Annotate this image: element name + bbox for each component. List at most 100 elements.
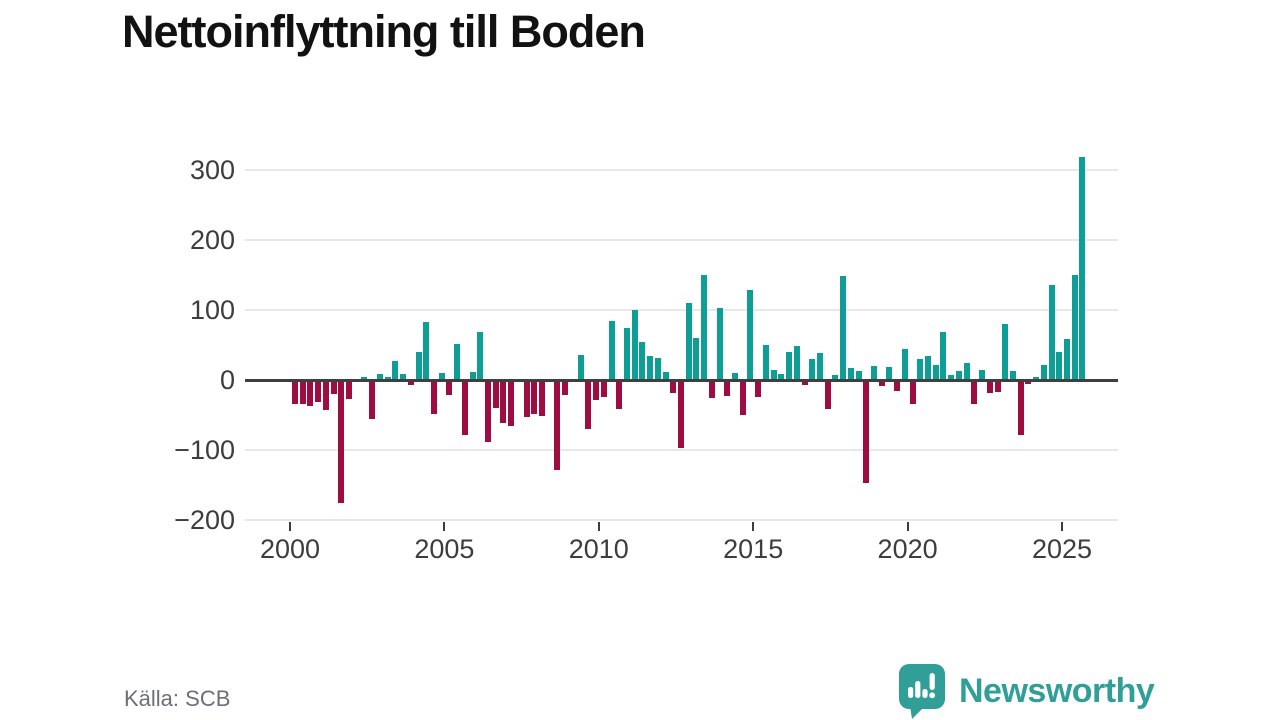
bar [747,290,754,380]
bar [732,373,739,380]
bar [585,380,592,429]
bar [539,380,546,416]
page-title: Nettoinflyttning till Boden [122,6,646,57]
bar [685,303,692,380]
logo-speech-bubble-icon [899,664,945,719]
x-tick-label-2015: 2015 [723,534,784,564]
bar [315,380,322,403]
grid-line--200 [245,519,1118,521]
bar [500,380,507,423]
bar [994,380,1001,392]
x-tick-2000 [289,522,291,531]
bar [963,363,970,380]
x-tick-label-2010: 2010 [568,534,629,564]
bar [392,361,399,380]
bar [376,374,383,380]
bar [662,371,669,380]
plot-area: 2000 2005 2010 2015 2020 2025 [245,140,1118,570]
bar [299,380,306,404]
bar [917,359,924,380]
bar [1009,370,1016,380]
bar [824,380,831,409]
bar [346,380,353,399]
bar [762,345,769,380]
x-tick-label-2000: 2000 [259,534,321,564]
grid-line-100 [245,309,1118,311]
grid-line-300 [245,169,1118,171]
bar [670,380,677,394]
bar [623,327,630,380]
bar [878,380,885,387]
bar [678,380,684,448]
bar [739,380,746,415]
bar [469,372,476,380]
bar [523,380,530,418]
bar [1056,352,1063,380]
bar [492,380,499,408]
bar [1064,339,1070,380]
bar [639,341,646,380]
bar [886,367,893,380]
bar [724,380,731,397]
x-tick-label-2005: 2005 [414,534,475,564]
bar [454,343,461,380]
bar [940,332,947,380]
y-tick-label--200: −200 [174,505,235,535]
bar [701,275,708,380]
bar [1048,284,1055,380]
bar [593,380,600,400]
bar [786,352,793,380]
bar [485,380,491,442]
bar [446,380,453,396]
bar [770,370,777,380]
bar [863,380,870,483]
bar [477,331,484,380]
bar [508,380,515,426]
bar [1040,365,1047,380]
bar [894,380,901,391]
bar [955,370,962,380]
bar [816,353,823,380]
grid-line--100 [245,449,1118,451]
bar [986,380,993,393]
bar [600,380,607,397]
y-tick-label--100: −100 [174,435,235,465]
x-tick-label-2020: 2020 [877,534,938,564]
bar [1025,380,1032,385]
bar [832,375,839,380]
bar [554,380,561,471]
bar [430,380,437,414]
bar [415,352,422,380]
y-tick-label-300: 300 [189,155,235,185]
bar [307,380,314,406]
bar [716,307,723,380]
bar [932,364,939,380]
bar [971,380,978,404]
bar [778,373,785,380]
bar [871,366,877,380]
bar [909,380,916,404]
y-tick-label-200: 200 [189,225,235,255]
x-tick-2010 [597,522,600,531]
bar [801,380,808,385]
zero-axis-line [245,378,1118,382]
bar [369,380,376,419]
bar [384,376,391,380]
x-tick-2005 [443,522,446,531]
bar [855,370,862,380]
grid-line-200 [245,239,1118,241]
bar [562,380,569,395]
bar [616,380,623,410]
y-tick-label-0: 0 [219,365,235,395]
bar [338,380,345,503]
bar [577,354,584,380]
bar [1079,157,1086,380]
bar [400,374,407,380]
bar [322,380,329,411]
bar [840,275,847,380]
bar [901,348,908,380]
bar [1002,324,1009,380]
bar [531,380,538,414]
bar [438,373,445,380]
